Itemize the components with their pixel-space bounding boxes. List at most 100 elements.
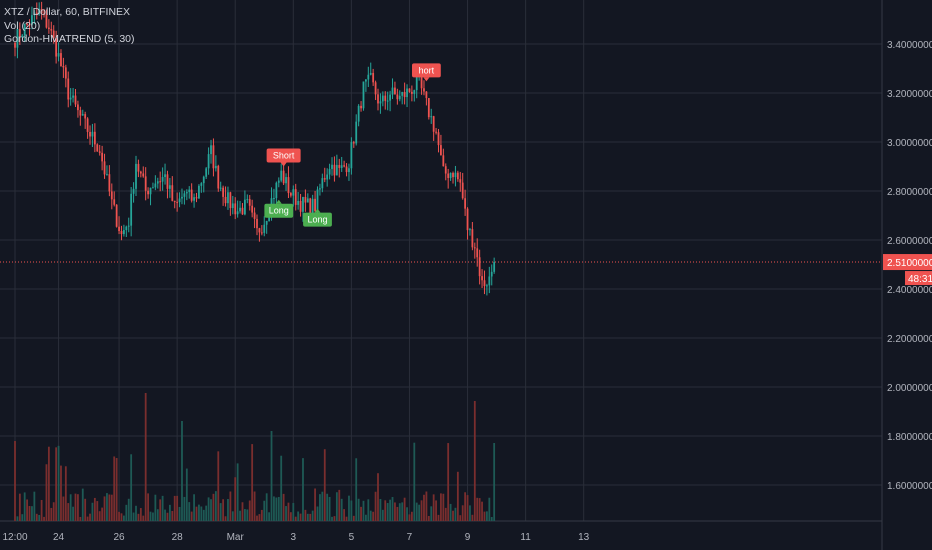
volume-bar: [275, 497, 278, 521]
volume-bar: [219, 503, 222, 521]
volume-bar: [98, 511, 101, 521]
volume-bar: [285, 506, 287, 521]
volume-bar: [18, 493, 21, 521]
candle-body: [430, 116, 433, 118]
volume-bar: [248, 500, 251, 521]
candle-body: [79, 110, 82, 116]
candle-body: [103, 161, 106, 175]
candle-body: [93, 131, 96, 145]
candle-body: [464, 198, 467, 209]
candle-body: [333, 164, 336, 176]
candle-body: [198, 185, 200, 199]
candle-body: [493, 262, 496, 272]
candle-body: [309, 198, 312, 214]
volume-bar: [309, 513, 312, 521]
signal-label: Long: [307, 215, 327, 225]
volume-bar: [127, 498, 130, 521]
candle-body: [314, 198, 316, 212]
volume-bar: [437, 514, 440, 521]
candle-body: [304, 196, 307, 203]
candle-body: [435, 131, 437, 133]
volume-bar: [38, 514, 41, 521]
volume-bars: [14, 393, 496, 521]
candle-body: [454, 172, 457, 178]
candle-body: [130, 193, 133, 226]
candle-body: [200, 183, 203, 186]
candle-body: [64, 67, 67, 79]
volume-bar: [403, 497, 406, 521]
volume-bar: [277, 496, 280, 521]
volume-bar: [57, 445, 60, 521]
volume-bar: [289, 512, 292, 521]
candle-body: [401, 92, 404, 96]
volume-bar: [142, 515, 145, 521]
candle-body: [193, 197, 195, 201]
volume-bar: [168, 504, 171, 521]
volume-bar: [125, 504, 128, 521]
candle-body: [389, 94, 391, 101]
volume-bar: [62, 496, 65, 521]
candle-body: [18, 29, 21, 37]
candle-body: [195, 197, 198, 199]
candle-body: [205, 168, 208, 177]
price-axis[interactable]: 3.40000000 3.20000000 3.00000000 2.80000000…: [883, 40, 932, 492]
candle-body: [256, 218, 258, 229]
legend-symbol[interactable]: XTZ / Dollar, 60, BITFINEX: [4, 6, 131, 18]
volume-bar: [350, 500, 353, 521]
candle-body: [55, 38, 58, 57]
candle-body: [447, 173, 450, 178]
candle-body: [316, 189, 319, 212]
volume-bar: [316, 506, 319, 521]
volume-bar: [326, 493, 329, 521]
time-axis[interactable]: 12:00 24 26 28 Mar 3 5 7 9 11 13: [2, 532, 589, 543]
volume-bar: [47, 446, 50, 521]
candle-body: [210, 145, 212, 155]
candle-body: [459, 179, 462, 183]
candle-body: [236, 211, 239, 215]
volume-bar: [171, 510, 174, 521]
volume-bar: [481, 501, 483, 521]
y-tick-label: 2.80000000: [887, 187, 932, 198]
x-tick-label: 9: [465, 532, 471, 543]
volume-bar: [139, 508, 142, 521]
volume-bar: [340, 498, 343, 521]
volume-bar: [323, 449, 326, 521]
signal-box: [266, 148, 301, 163]
volume-bar: [456, 471, 459, 521]
candle-body: [156, 181, 159, 184]
volume-bar: [374, 491, 377, 521]
legend-volume[interactable]: Vol (20): [4, 19, 41, 32]
candle-body: [285, 177, 287, 184]
volume-bar: [106, 493, 108, 521]
candle-body: [292, 189, 295, 196]
volume-bar: [210, 499, 212, 521]
volume-bar: [444, 507, 447, 521]
legend-indicator[interactable]: Gordon-HMATREND (5, 30): [4, 33, 135, 45]
candle-body: [444, 166, 447, 174]
volume-bar: [251, 444, 254, 521]
candle-body: [152, 187, 154, 189]
candle-body: [442, 155, 445, 167]
x-tick-label: 12:00: [2, 532, 27, 543]
candle-body: [28, 24, 31, 26]
candle-body: [343, 165, 346, 167]
volume-bar: [256, 515, 258, 521]
volume-bar: [45, 464, 48, 521]
candle-body: [473, 247, 476, 249]
candle-body: [478, 257, 481, 277]
candle-body: [171, 185, 174, 201]
volume-bar: [476, 497, 479, 521]
candle-body: [384, 95, 387, 101]
candle-body: [352, 142, 355, 144]
candle-body: [38, 8, 41, 14]
volume-bar: [181, 421, 183, 521]
candle-body: [227, 192, 229, 204]
volume-bar: [195, 506, 198, 521]
volume-bar: [420, 500, 423, 521]
volume-bar: [430, 506, 433, 521]
volume-bar: [202, 509, 205, 521]
candle-body: [258, 228, 261, 233]
candle-body: [449, 172, 452, 178]
volume-bar: [67, 503, 70, 521]
